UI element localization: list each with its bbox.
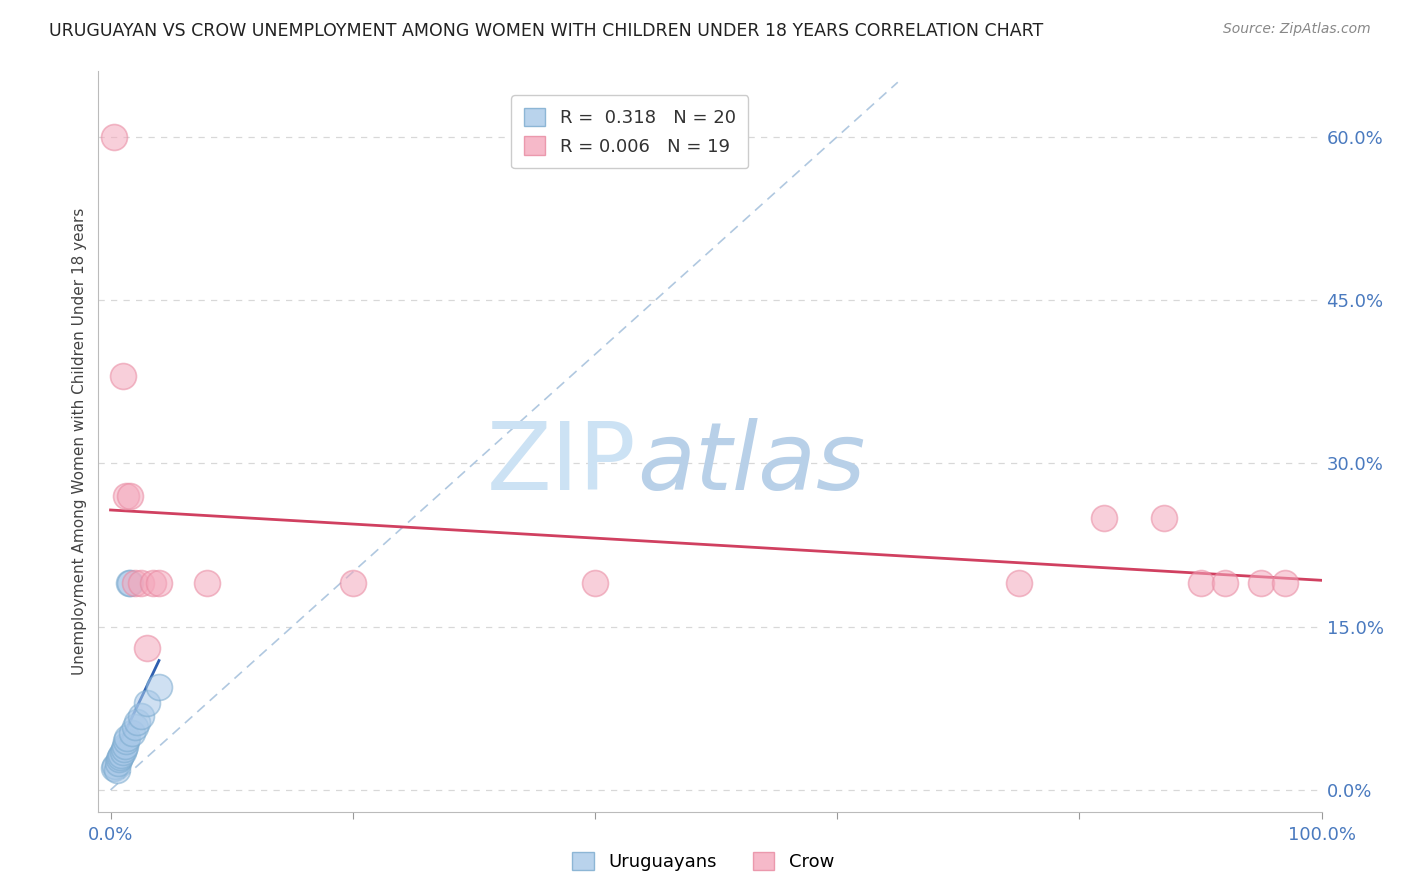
Point: [124, 720, 146, 734]
Point: [1153, 510, 1175, 524]
Point: [115, 734, 138, 748]
Point: [111, 369, 134, 384]
Point: [142, 576, 165, 591]
Point: [342, 576, 364, 591]
Point: [148, 680, 170, 694]
Text: ZIP: ZIP: [486, 417, 637, 509]
Text: URUGUAYAN VS CROW UNEMPLOYMENT AMONG WOMEN WITH CHILDREN UNDER 18 YEARS CORRELAT: URUGUAYAN VS CROW UNEMPLOYMENT AMONG WOM…: [49, 22, 1043, 40]
Point: [1213, 576, 1236, 591]
Point: [1250, 576, 1272, 591]
Point: [114, 739, 136, 754]
Point: [135, 641, 157, 656]
Point: [104, 759, 127, 773]
Point: [105, 764, 128, 778]
Point: [1092, 510, 1115, 524]
Point: [129, 709, 152, 723]
Point: [124, 576, 146, 591]
Point: [110, 748, 132, 763]
Text: Source: ZipAtlas.com: Source: ZipAtlas.com: [1223, 22, 1371, 37]
Point: [148, 576, 170, 591]
Point: [583, 576, 606, 591]
Point: [117, 731, 139, 745]
Point: [129, 576, 152, 591]
Y-axis label: Unemployment Among Women with Children Under 18 years: Unemployment Among Women with Children U…: [72, 208, 87, 675]
Point: [107, 756, 129, 770]
Point: [103, 761, 125, 775]
Point: [118, 576, 141, 591]
Point: [111, 745, 134, 759]
Point: [103, 129, 125, 144]
Point: [121, 726, 143, 740]
Point: [127, 715, 149, 730]
Text: atlas: atlas: [637, 418, 865, 509]
Point: [1189, 576, 1212, 591]
Legend: R =  0.318   N = 20, R = 0.006   N = 19: R = 0.318 N = 20, R = 0.006 N = 19: [512, 95, 748, 169]
Point: [135, 696, 157, 710]
Point: [1274, 576, 1296, 591]
Point: [115, 489, 138, 503]
Point: [118, 576, 141, 591]
Point: [108, 752, 131, 766]
Point: [112, 741, 135, 756]
Point: [110, 750, 132, 764]
Point: [1008, 576, 1031, 591]
Point: [118, 489, 141, 503]
Point: [197, 576, 219, 591]
Legend: Uruguayans, Crow: Uruguayans, Crow: [565, 845, 841, 879]
